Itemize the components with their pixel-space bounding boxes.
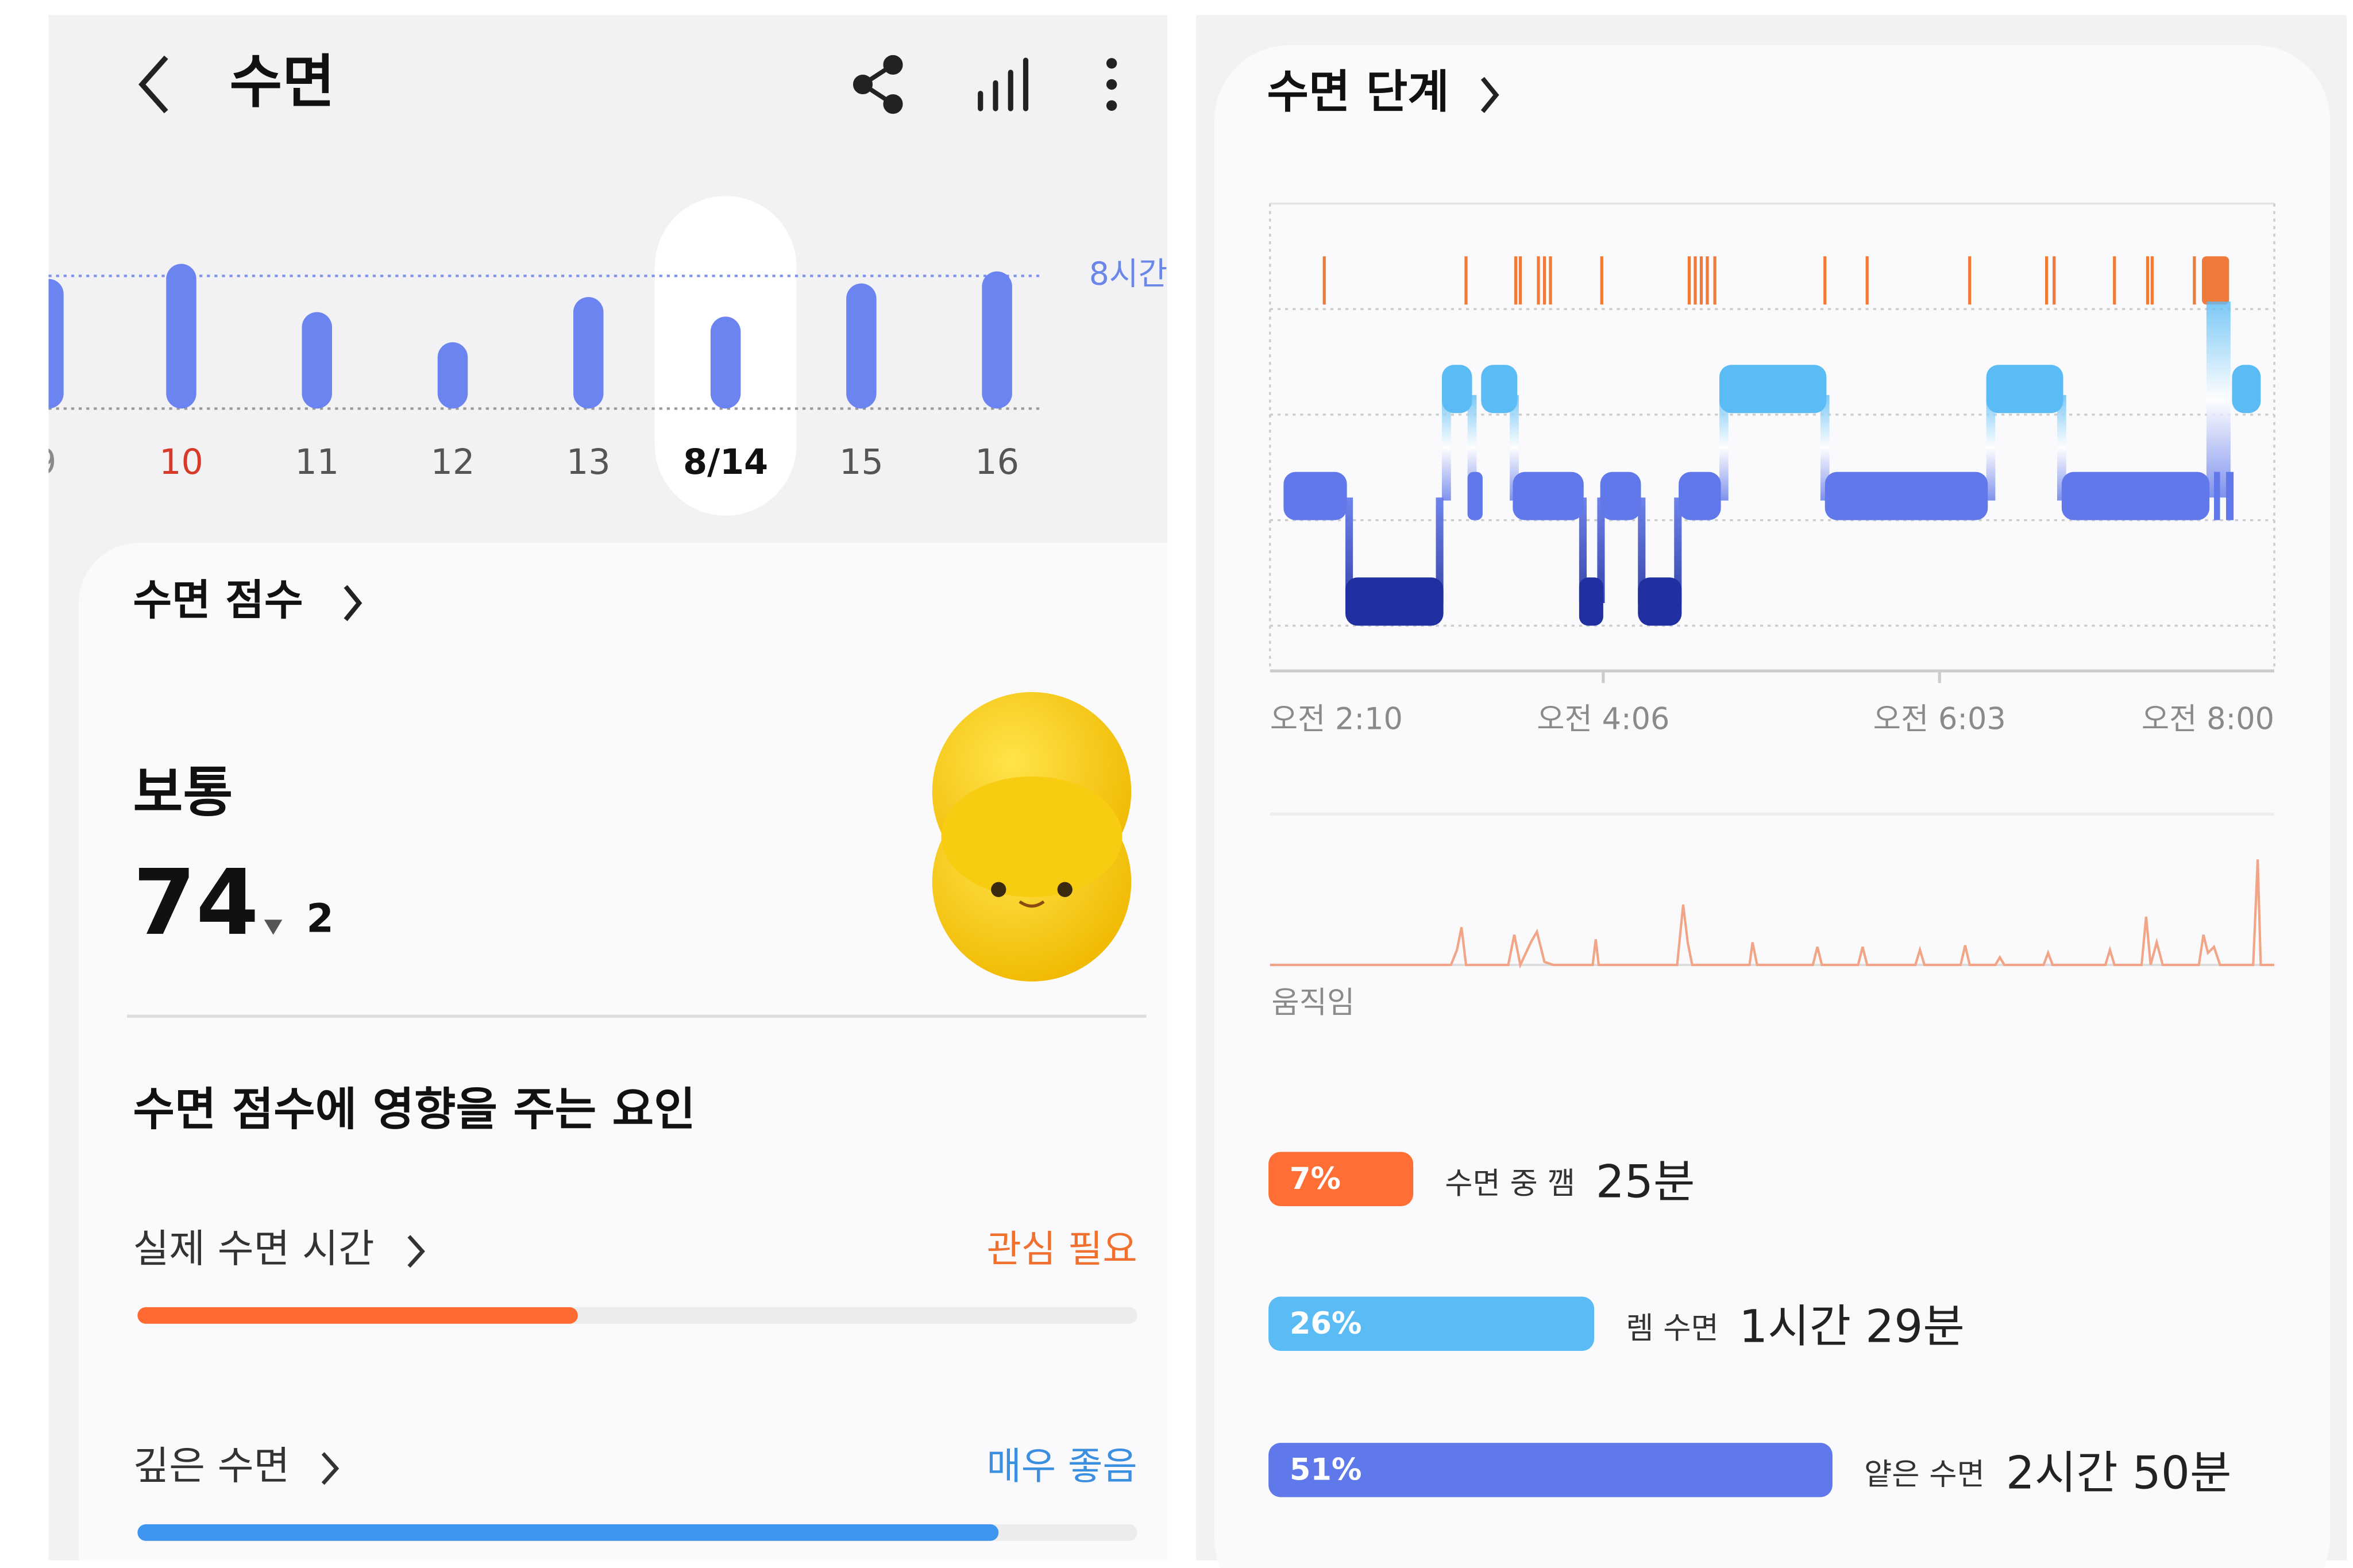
more-icon[interactable]	[1106, 58, 1117, 111]
chevron	[1480, 77, 1499, 113]
stage-bar	[1268, 1443, 1833, 1497]
day-bar	[437, 342, 468, 409]
right-panel: 수면 단계	[1196, 15, 2347, 1568]
stage-percent: 7%	[1290, 1161, 1341, 1196]
stage-name: 렘 수면	[1626, 1311, 1719, 1346]
progress-fill	[137, 1307, 578, 1324]
factor-status: 관심 필요	[986, 1227, 1137, 1271]
stage-bar	[1268, 1296, 1595, 1351]
factor-name[interactable]: 깊은 수면	[133, 1443, 290, 1489]
day-label[interactable]: 15	[839, 442, 884, 482]
stats-icon[interactable]	[978, 57, 1029, 111]
back-button[interactable]	[138, 55, 168, 114]
day-label[interactable]: 9	[34, 442, 56, 482]
card-title[interactable]: 수면 점수	[133, 576, 303, 625]
stage-name: 얕은 수면	[1864, 1457, 1985, 1492]
time-label: 오전 8:00	[2142, 701, 2274, 736]
day-bar	[982, 271, 1012, 409]
share-icon[interactable]	[853, 55, 903, 114]
factors-title: 수면 점수에 영향을 주는 요인	[133, 1083, 696, 1136]
time-label: 오전 6:03	[1873, 701, 2006, 736]
time-label: 오전 4:06	[1537, 701, 1669, 736]
day-label[interactable]: 12	[431, 442, 475, 482]
stage-name: 수면 중 깸	[1445, 1166, 1575, 1201]
score-card	[79, 543, 1168, 1561]
stage-percent: 26%	[1290, 1306, 1362, 1341]
mascot	[932, 692, 1132, 982]
stage-percent: 51%	[1290, 1453, 1362, 1488]
awake-marks	[1322, 256, 2196, 305]
movement-line	[1270, 859, 2274, 969]
day-bar	[302, 312, 332, 409]
day-bar	[48, 279, 64, 409]
axis-ticks	[1602, 671, 1941, 683]
goal-label: 8시간	[1089, 256, 1167, 292]
progress-fill	[137, 1524, 999, 1541]
day-bar	[710, 316, 741, 409]
time-label: 오전 2:10	[1270, 701, 1403, 736]
chevron	[407, 1235, 425, 1268]
score: 74	[133, 851, 259, 956]
week-bars	[48, 264, 1012, 409]
stage-duration: 25분	[1596, 1156, 1695, 1208]
page-title: 수면	[230, 48, 335, 115]
stage-duration: 1시간 29분	[1739, 1300, 1965, 1353]
stage-duration: 2시간 50분	[2006, 1446, 2232, 1499]
stage-bar	[1268, 1152, 1414, 1206]
stages-card	[1214, 45, 2331, 1568]
day-label[interactable]: 16	[975, 442, 1019, 482]
movement-label: 움직임	[1271, 985, 1355, 1020]
day-bar	[573, 297, 604, 409]
day-label[interactable]: 11	[295, 442, 339, 482]
hypnogram	[1283, 302, 2261, 626]
awake-block	[2202, 256, 2229, 305]
score-change: 2	[306, 896, 334, 941]
factor-status: 매우 좋음	[986, 1445, 1137, 1488]
factor-name[interactable]: 실제 수면 시간	[133, 1226, 375, 1272]
chevron	[344, 585, 362, 621]
day-bar	[166, 264, 196, 409]
day-bar	[846, 283, 877, 409]
card-title[interactable]: 수면 단계	[1267, 65, 1449, 118]
chevron	[321, 1452, 340, 1485]
day-label[interactable]: 8/14	[683, 442, 768, 482]
rating: 보통	[133, 761, 233, 824]
day-label[interactable]: 13	[566, 442, 611, 482]
day-label[interactable]: 10	[159, 442, 203, 482]
down-arrow	[264, 920, 283, 935]
left-panel: 수면 8시간 9 10 11 12	[34, 15, 1168, 1561]
